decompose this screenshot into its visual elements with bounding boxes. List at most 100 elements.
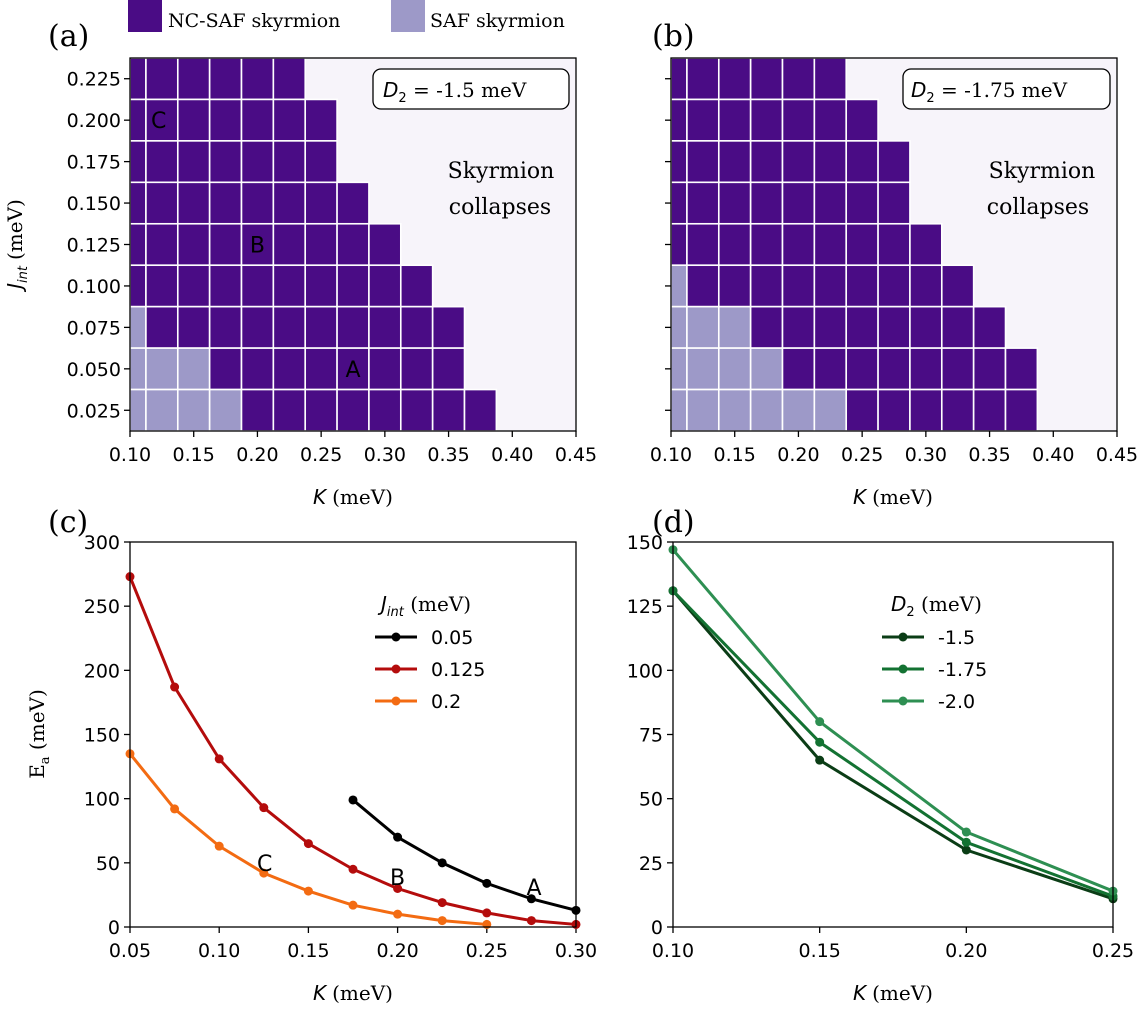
data-point: [961, 837, 971, 847]
data-point: [437, 858, 447, 868]
data-point: [815, 755, 825, 765]
heatmap-cell: [336, 305, 370, 349]
heatmap-cell: [145, 388, 179, 432]
series-d-0: [668, 586, 1118, 904]
y-tick-label: 250: [84, 596, 120, 618]
heatmap-cell: [208, 222, 243, 267]
legend-entry-label: 0.05: [431, 627, 473, 649]
heatmap-cell: [909, 305, 943, 349]
heatmap-cell: [145, 305, 179, 349]
x-tick-label: 0.15: [714, 444, 756, 466]
marker-c-C: C: [257, 852, 272, 877]
x-tick-label: 0.45: [555, 444, 597, 466]
y-tick-label: 0.075: [67, 317, 121, 339]
heatmap-cell: [145, 347, 179, 391]
heatmap-cell: [940, 305, 975, 349]
heatmap-cell: [749, 57, 784, 101]
data-point: [170, 682, 180, 692]
heatmap-cell: [208, 305, 243, 349]
y-tick-label: 0.125: [67, 235, 121, 257]
y-axis-label-a: Jint(meV): [3, 199, 31, 293]
heatmap-cell: [813, 98, 848, 142]
x-tick-label: 0.20: [236, 444, 278, 466]
y-tick-label: 0: [108, 917, 120, 939]
x-tick-label: 0.20: [376, 940, 418, 962]
heatmap-cell: [813, 347, 848, 391]
heatmap-cell: [272, 140, 307, 184]
box-a-value: = -1.5 meV: [407, 78, 527, 102]
box-annotation-b: D2 = -1.75 meV: [902, 68, 1111, 110]
top-legend: NC-SAF skyrmion SAF skyrmion: [128, 0, 565, 32]
legend-swatch-saf: [391, 0, 425, 32]
heatmap-cell: [368, 388, 402, 432]
heatmap-cell: [670, 57, 688, 101]
heatmap-cell: [399, 347, 434, 391]
axes-frame-c: [129, 541, 577, 928]
x-tick-label: 0.10: [652, 940, 694, 962]
series-c-1: [125, 572, 581, 929]
heatmap-cell: [176, 57, 211, 101]
heatmap-cell: [368, 264, 402, 308]
heatmap-cell: [813, 388, 848, 432]
heatmap-cell: [717, 388, 752, 432]
heatmap-cell: [940, 264, 975, 308]
heatmap-cell: [909, 222, 943, 267]
x-axis-label-a: K (meV): [313, 485, 393, 509]
y-tick-label: 50: [639, 789, 663, 811]
heatmap-cell: [272, 98, 307, 142]
heatmap-cell: [336, 388, 370, 432]
heatmap-a-cells: [129, 57, 498, 432]
y-tick-label: 0: [651, 917, 663, 939]
data-point: [214, 754, 224, 764]
marker-c-A: A: [527, 876, 542, 901]
y-tick-label: 200: [84, 660, 120, 682]
legend-entry-label: 0.125: [431, 659, 485, 681]
data-point: [482, 908, 492, 918]
heatmap-cell: [129, 57, 147, 101]
legend-swatch-ncsaf: [128, 0, 162, 32]
y-tick-label: 150: [84, 725, 120, 747]
heatmap-cell: [240, 181, 275, 225]
heatmap-cell: [208, 347, 243, 391]
heatmap-cell: [670, 388, 688, 432]
x-axis-label-d: K (meV): [853, 981, 933, 1005]
heatmap-cell: [368, 305, 402, 349]
heatmap-cell: [240, 98, 275, 142]
heatmap-cell: [129, 305, 147, 349]
heatmap-cell: [368, 347, 402, 391]
panel-a: 0.10 0.15 0.20 0.25 0.30 0.35 0.40 0.45 0.0250.…: [3, 57, 597, 509]
heatmap-cell: [781, 98, 816, 142]
heatmap-cell: [129, 98, 147, 142]
heatmap-cell: [686, 264, 720, 308]
data-point: [526, 916, 536, 926]
heatmap-cell: [208, 57, 243, 101]
box-a-symbol: D: [383, 78, 398, 102]
heatmap-cell: [670, 264, 688, 308]
legend-c: Jint (meV) 0.05 0.125 0.2: [375, 592, 485, 713]
series-c-0: [348, 795, 581, 915]
heatmap-cell: [272, 222, 307, 267]
heatmap-cell: [176, 264, 211, 308]
heatmap-cell: [781, 388, 816, 432]
heatmap-cell: [272, 57, 307, 101]
heatmap-cell: [670, 140, 688, 184]
heatmap-cell: [813, 181, 848, 225]
marker-a-B: B: [250, 234, 265, 259]
x-tick-label: 0.30: [555, 940, 597, 962]
heatmap-cell: [129, 264, 147, 308]
x-tick-label: 0.40: [1032, 444, 1074, 466]
collapse-text-a-line2: collapses: [449, 195, 551, 220]
data-point: [170, 804, 180, 814]
heatmap-cell: [336, 222, 370, 267]
heatmap-cell: [145, 57, 179, 101]
heatmap-cell: [272, 305, 307, 349]
x-axis-label-c: K (meV): [313, 981, 393, 1005]
y-axis-ticks-b: [665, 78, 671, 411]
heatmap-cell: [781, 305, 816, 349]
box-b-sub: 2: [926, 91, 934, 106]
x-tick-label: 0.30: [905, 444, 947, 466]
heatmap-cell: [686, 181, 720, 225]
series-line: [671, 589, 1114, 898]
x-tick-label: 0.25: [466, 940, 508, 962]
legend-marker: [391, 696, 401, 706]
